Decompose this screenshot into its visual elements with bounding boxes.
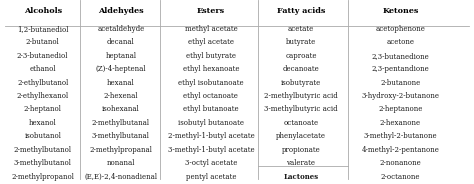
Text: 2-nonanone: 2-nonanone: [380, 159, 421, 167]
Text: Alcohols: Alcohols: [24, 7, 62, 15]
Text: hexanal: hexanal: [107, 79, 135, 86]
Text: 2-methylbutanol: 2-methylbutanol: [14, 146, 72, 154]
Text: 2-butanol: 2-butanol: [26, 38, 60, 46]
Text: decanal: decanal: [107, 38, 135, 46]
Text: ethyl isobutanoate: ethyl isobutanoate: [178, 79, 244, 86]
Text: 3-hydroxy-2-butanone: 3-hydroxy-2-butanone: [362, 92, 439, 100]
Text: 2-ethylhexanol: 2-ethylhexanol: [17, 92, 69, 100]
Text: acetaldehyde: acetaldehyde: [97, 25, 145, 33]
Text: 2-heptanone: 2-heptanone: [378, 105, 423, 113]
Text: 3-methylbutanol: 3-methylbutanol: [14, 159, 72, 167]
Text: 2-heptanol: 2-heptanol: [24, 105, 62, 113]
Text: 2-hexanone: 2-hexanone: [380, 119, 421, 127]
Text: 3-methyl-1-butyl acetate: 3-methyl-1-butyl acetate: [168, 146, 254, 154]
Text: (Z)-4-heptenal: (Z)-4-heptenal: [96, 65, 146, 73]
Text: ethyl butyrate: ethyl butyrate: [186, 52, 236, 60]
Text: 2-ethylbutanol: 2-ethylbutanol: [17, 79, 68, 86]
Text: nonanal: nonanal: [107, 159, 135, 167]
Text: acetophenone: acetophenone: [375, 25, 426, 33]
Text: heptanal: heptanal: [105, 52, 137, 60]
Text: isohexanal: isohexanal: [102, 105, 140, 113]
Text: isobutanol: isobutanol: [24, 132, 61, 140]
Text: valerate: valerate: [286, 159, 316, 167]
Text: phenylacetate: phenylacetate: [276, 132, 326, 140]
Text: 3-octyl acetate: 3-octyl acetate: [185, 159, 237, 167]
Text: 2-butanone: 2-butanone: [381, 79, 420, 86]
Text: ethyl octanoate: ethyl octanoate: [183, 92, 238, 100]
Text: decanoate: decanoate: [283, 65, 319, 73]
Text: acetate: acetate: [288, 25, 314, 33]
Text: propionate: propionate: [282, 146, 320, 154]
Text: (E,E)-2,4-nonadienal: (E,E)-2,4-nonadienal: [84, 173, 157, 181]
Text: 2-octanone: 2-octanone: [381, 173, 420, 181]
Text: Aldehydes: Aldehydes: [98, 7, 144, 15]
Text: 2-3-butanediol: 2-3-butanediol: [17, 52, 68, 60]
Text: 3-methylbutyric acid: 3-methylbutyric acid: [264, 105, 338, 113]
Text: ethyl butanoate: ethyl butanoate: [183, 105, 239, 113]
Text: ethyl acetate: ethyl acetate: [188, 38, 234, 46]
Text: 2-methylpropanal: 2-methylpropanal: [90, 146, 152, 154]
Text: 2-hexenal: 2-hexenal: [104, 92, 138, 100]
Text: 2-methylpropanol: 2-methylpropanol: [11, 173, 74, 181]
Text: 2-methyl-1-butyl acetate: 2-methyl-1-butyl acetate: [167, 132, 255, 140]
Text: ethanol: ethanol: [29, 65, 56, 73]
Text: pentyl acetate: pentyl acetate: [186, 173, 236, 181]
Text: acetone: acetone: [386, 38, 415, 46]
Text: 1,2-butanediol: 1,2-butanediol: [17, 25, 68, 33]
Text: hexanol: hexanol: [29, 119, 56, 127]
Text: 3-methylbutanal: 3-methylbutanal: [92, 132, 150, 140]
Text: Fatty acids: Fatty acids: [277, 7, 325, 15]
Text: Esters: Esters: [197, 7, 225, 15]
Text: caproate: caproate: [285, 52, 317, 60]
Text: 4-methyl-2-pentanone: 4-methyl-2-pentanone: [362, 146, 439, 154]
Text: octanoate: octanoate: [283, 119, 319, 127]
Text: 2,3-butanedione: 2,3-butanedione: [372, 52, 429, 60]
Text: isobutyrate: isobutyrate: [281, 79, 321, 86]
Text: methyl acetate: methyl acetate: [184, 25, 237, 33]
Text: 2,3-pentandione: 2,3-pentandione: [372, 65, 429, 73]
Text: 2-methylbutyric acid: 2-methylbutyric acid: [264, 92, 338, 100]
Text: ethyl hexanoate: ethyl hexanoate: [182, 65, 239, 73]
Text: isobutyl butanoate: isobutyl butanoate: [178, 119, 244, 127]
Text: 2-methylbutanal: 2-methylbutanal: [92, 119, 150, 127]
Text: 3-methyl-2-butanone: 3-methyl-2-butanone: [364, 132, 438, 140]
Text: Lactones: Lactones: [283, 173, 319, 181]
Text: Ketones: Ketones: [383, 7, 419, 15]
Text: butyrate: butyrate: [286, 38, 316, 46]
